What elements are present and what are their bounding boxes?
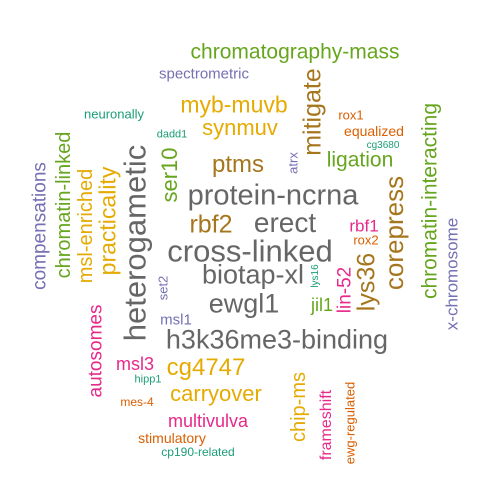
word-equalized: equalized <box>344 123 404 139</box>
word-chromatin-interacting: chromatin-interacting <box>418 102 442 300</box>
word-ewgl1: ewgl1 <box>208 288 280 319</box>
word-protein-ncrna: protein-ncrna <box>187 179 359 212</box>
word-x-chromosome: x-chromosome <box>442 217 462 331</box>
word-cg3680: cg3680 <box>366 140 400 151</box>
word-cp190-related: cp190-related <box>161 445 235 459</box>
word-dadd1: dadd1 <box>156 128 188 141</box>
word-heterogametic: heterogametic <box>117 144 153 342</box>
word-cg4747: cg4747 <box>166 354 246 381</box>
word-rox1: rox1 <box>338 107 364 123</box>
word-ser10: ser10 <box>157 147 182 203</box>
word-myb-muvb: myb-muvb <box>180 91 288 118</box>
word-autosomes: autosomes <box>85 304 107 398</box>
word-set2: set2 <box>155 275 171 301</box>
word-spectrometric: spectrometric <box>158 65 250 83</box>
word-msl-enriched: msl-enriched <box>75 168 97 284</box>
word-lin-52: lin-52 <box>334 266 356 314</box>
word-practicality: practicality <box>94 166 121 276</box>
word-msl3: msl3 <box>115 354 155 374</box>
word-hipp1: hipp1 <box>134 373 162 386</box>
word-ewg-regulated: ewg-regulated <box>342 381 358 465</box>
word-corepress: corepress <box>379 175 409 291</box>
word-atrx: atrx <box>285 152 301 174</box>
word-ptms: ptms <box>211 151 265 178</box>
word-h3k36me3-binding: h3k36me3-binding <box>165 324 389 355</box>
word-synmuv: synmuv <box>202 115 278 140</box>
word-neuronally: neuronally <box>84 106 144 122</box>
word-jil1: jil1 <box>310 295 334 315</box>
word-carryover: carryover <box>170 381 262 406</box>
word-erect: erect <box>253 207 317 238</box>
word-ligation: ligation <box>326 148 394 172</box>
word-frameshift: frameshift <box>318 389 335 461</box>
word-lys16: lys16 <box>310 264 321 288</box>
word-chromatin-linked: chromatin-linked <box>53 131 75 279</box>
word-multivulva: multivulva <box>167 411 249 431</box>
word-mes-4: mes-4 <box>120 395 154 409</box>
word-chip-ms: chip-ms <box>288 371 310 443</box>
word-stimulatory: stimulatory <box>138 430 206 446</box>
word-chromatography-mass: chromatography-mass <box>190 40 400 64</box>
word-rox2: rox2 <box>353 232 379 248</box>
word-lys36: lys36 <box>352 252 381 312</box>
word-biotap-xl: biotap-xl <box>201 259 305 290</box>
word-mitigate: mitigate <box>298 68 327 156</box>
word-cross-linked: cross-linked <box>167 233 333 269</box>
word-rbf2: rbf2 <box>189 210 233 239</box>
word-rbf1: rbf1 <box>349 216 379 236</box>
word-compensations: compensations <box>29 162 51 290</box>
word-msl1: msl1 <box>160 311 192 329</box>
